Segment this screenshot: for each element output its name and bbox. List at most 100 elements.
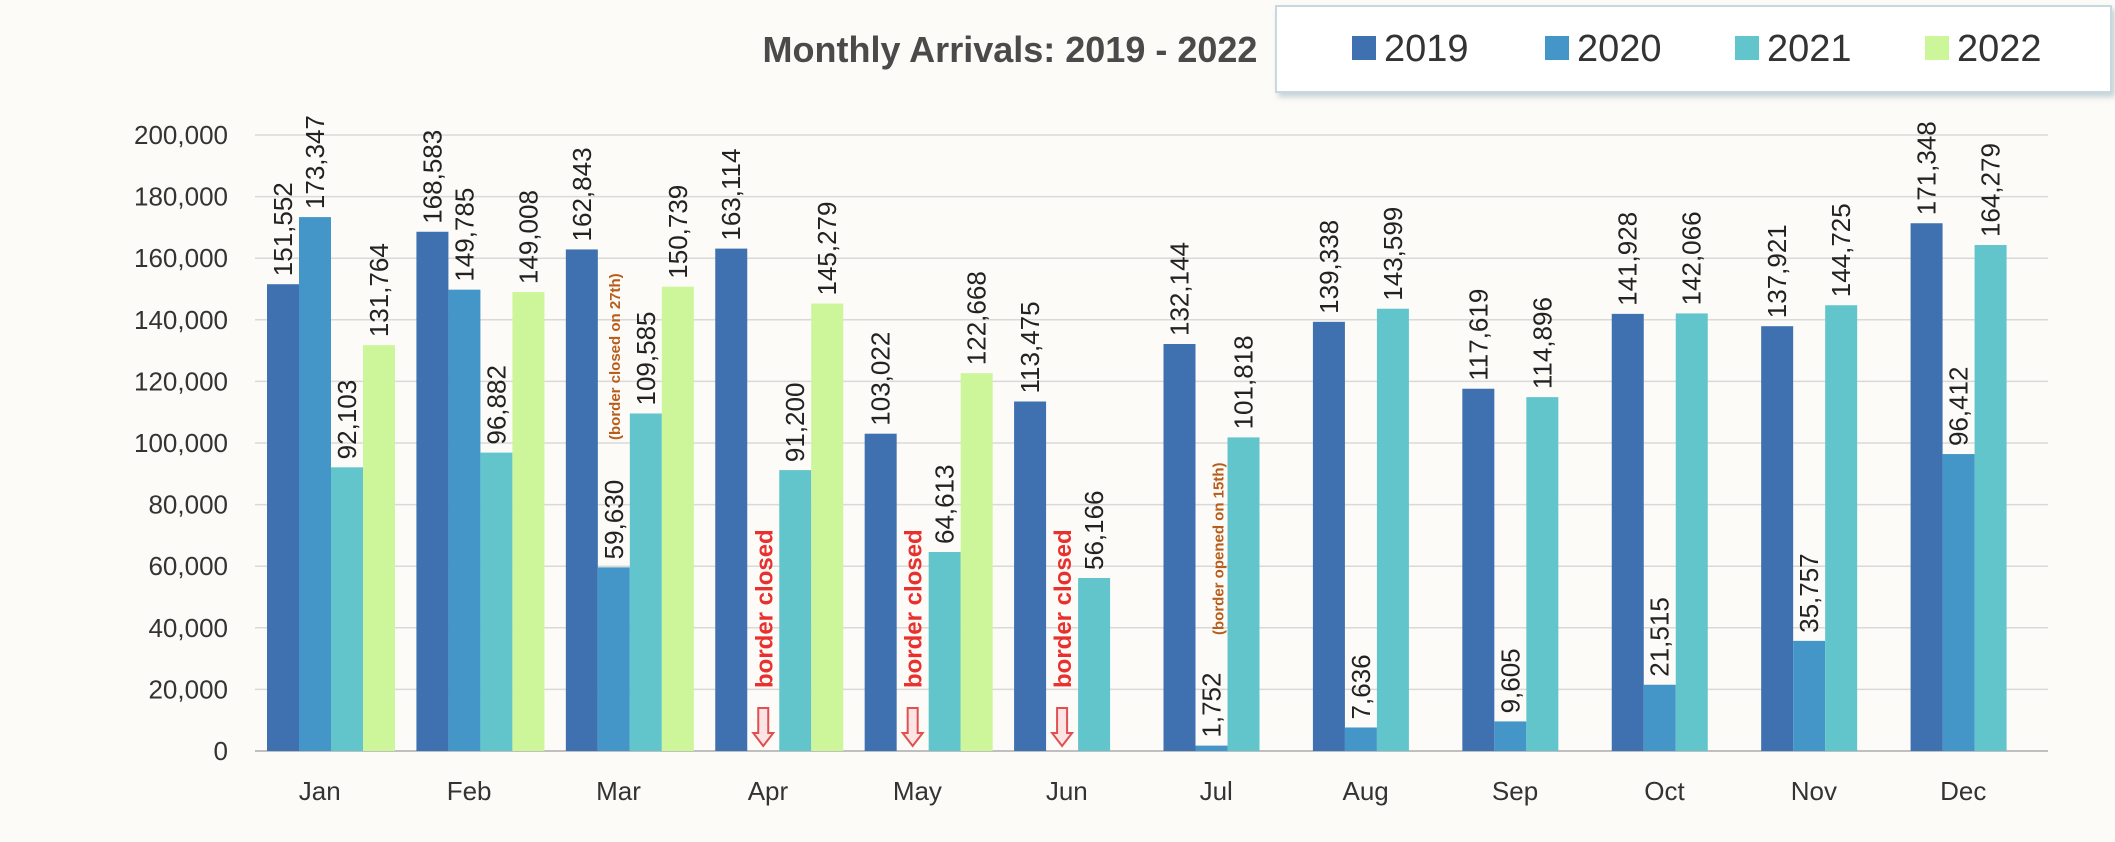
- x-tick-label: Jan: [299, 776, 341, 806]
- bar-2021-oct: [1675, 313, 1708, 751]
- bar-2020-mar: [597, 567, 630, 751]
- annotations: border closed border closed border closed (…: [607, 273, 1228, 748]
- x-tick-label: Oct: [1644, 776, 1685, 806]
- legend-swatch-2019: [1352, 36, 1376, 60]
- legend-swatch-2022: [1925, 36, 1949, 60]
- x-axis-ticks: Jan Feb Mar Apr May Jun Jul Aug Sep Oct Nov Dec: [299, 776, 1987, 806]
- legend-label-2021: 2021: [1767, 28, 1852, 70]
- legend-box: [1275, 5, 2112, 93]
- data-label: 144,725: [1826, 203, 1856, 297]
- data-label: 101,818: [1229, 335, 1259, 429]
- legend: 2019 2020 2021 2022: [1275, 5, 2112, 93]
- bar-2019-jan: [267, 284, 299, 751]
- bar-2019-feb: [416, 231, 449, 752]
- bar-2020-feb: [448, 289, 481, 751]
- data-label: 21,515: [1645, 597, 1675, 677]
- y-tick-label: 0: [214, 736, 228, 766]
- bar-2020-nov: [1793, 640, 1826, 751]
- border-note: (border closed on 27th): [607, 273, 624, 440]
- x-tick-label: Apr: [748, 776, 789, 806]
- bar-2022-mar: [661, 286, 694, 751]
- data-label: 142,066: [1677, 211, 1707, 305]
- data-label: 143,599: [1378, 207, 1408, 301]
- legend-label-2020: 2020: [1577, 28, 1662, 70]
- data-label: 56,166: [1079, 490, 1109, 570]
- y-tick-label: 200,000: [134, 120, 228, 150]
- data-label: 109,585: [631, 311, 661, 405]
- bar-2019-mar: [565, 249, 598, 752]
- bar-2021-mar: [629, 413, 662, 751]
- bar-2021-feb: [480, 452, 513, 751]
- data-label: 149,008: [513, 190, 543, 284]
- x-tick-label: Nov: [1791, 776, 1837, 806]
- chart-title: Monthly Arrivals: 2019 - 2022: [763, 29, 1258, 70]
- data-label: 173,347: [300, 115, 330, 209]
- data-label: 103,022: [866, 332, 896, 426]
- bar-2022-may: [960, 373, 993, 751]
- bar-2019-sep: [1462, 388, 1495, 751]
- y-tick-label: 80,000: [148, 490, 228, 520]
- data-label: 132,144: [1165, 242, 1195, 336]
- bar-2020-jan: [299, 217, 331, 751]
- down-arrow-icon: [1050, 707, 1075, 748]
- bar-2019-apr: [715, 248, 748, 751]
- bar-2019-jul: [1163, 343, 1196, 751]
- bar-2021-jul: [1227, 437, 1260, 751]
- bar-2019-may: [864, 433, 897, 751]
- legend-label-2019: 2019: [1384, 28, 1469, 70]
- y-tick-label: 120,000: [134, 366, 228, 396]
- bar-2019-dec: [1910, 223, 1943, 751]
- legend-swatch-2021: [1735, 36, 1759, 60]
- down-arrow-icon: [751, 707, 776, 748]
- data-label: 113,475: [1015, 301, 1045, 393]
- x-tick-label: Jun: [1046, 776, 1088, 806]
- bar-2020-oct: [1643, 684, 1676, 751]
- bar-2019-nov: [1761, 326, 1794, 751]
- gridlines: [255, 134, 2048, 752]
- border-note: (border opened on 15th): [1211, 462, 1228, 635]
- data-label: 151,552: [268, 182, 298, 276]
- bar-2022-jan: [363, 345, 395, 751]
- bar-2020-dec: [1942, 454, 1975, 751]
- bar-2022-feb: [512, 292, 545, 751]
- data-label: 137,921: [1762, 224, 1792, 318]
- data-label: 114,896: [1527, 297, 1557, 389]
- bar-2020-aug: [1344, 727, 1377, 751]
- bar-2019-oct: [1611, 313, 1644, 751]
- data-label: 164,279: [1976, 143, 2006, 237]
- data-label: 139,338: [1314, 220, 1344, 314]
- data-label: 9,605: [1495, 648, 1525, 713]
- y-tick-label: 60,000: [148, 551, 228, 581]
- data-label: 96,412: [1944, 367, 1974, 447]
- bar-2021-may: [928, 551, 961, 751]
- data-label: 1,752: [1197, 673, 1227, 738]
- y-tick-label: 40,000: [148, 613, 228, 643]
- data-label: 64,613: [930, 464, 960, 544]
- y-axis-ticks: 0 20,000 40,000 60,000 80,000 100,000 120,000 1…: [134, 120, 228, 766]
- bar-2021-dec: [1974, 245, 2007, 751]
- bar-2021-apr: [779, 470, 812, 751]
- bar-2019-aug: [1312, 321, 1345, 751]
- data-label: 131,764: [364, 243, 394, 337]
- data-label: 162,843: [567, 147, 597, 241]
- border-closed-note: border closed: [901, 529, 928, 688]
- bar-2021-jun: [1078, 578, 1111, 751]
- x-tick-label: Jul: [1200, 776, 1233, 806]
- legend-swatch-2020: [1545, 36, 1569, 60]
- data-label: 163,114: [716, 149, 746, 241]
- data-label: 117,619: [1463, 289, 1493, 381]
- data-label: 96,882: [481, 365, 511, 445]
- data-label: 168,583: [417, 130, 447, 224]
- data-label: 35,757: [1794, 553, 1824, 633]
- bar-2021-jan: [331, 467, 363, 751]
- border-closed-note: border closed: [1050, 529, 1077, 688]
- data-label: 122,668: [962, 271, 992, 365]
- data-label: 150,739: [663, 185, 693, 279]
- legend-label-2022: 2022: [1957, 28, 2042, 70]
- data-label: 92,103: [332, 380, 362, 460]
- y-tick-label: 160,000: [134, 243, 228, 273]
- data-label: 145,279: [812, 202, 842, 296]
- x-tick-label: May: [893, 776, 942, 806]
